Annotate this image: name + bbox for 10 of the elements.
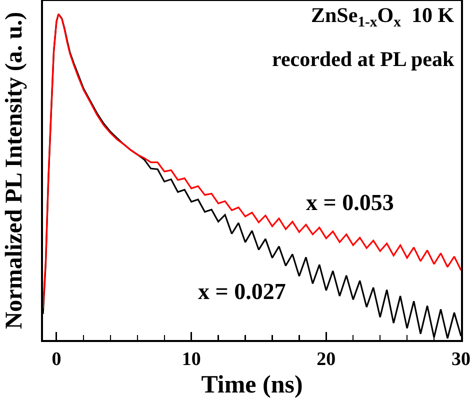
- x-tick-label: 20: [316, 348, 336, 370]
- annotation: recorded at PL peak: [272, 47, 454, 71]
- x-axis-title: Time (ns): [201, 371, 303, 398]
- x-tick-label: 0: [52, 348, 62, 370]
- y-axis-title: Normalized PL Intensity (a. u.): [2, 12, 28, 330]
- x-tick-label: 10: [182, 348, 201, 370]
- annotation: ZnSe$_{1-x}$O$_{x}$ 10 K: [311, 3, 455, 30]
- x-tick-label: 30: [452, 348, 470, 370]
- series-label: x = 0.053: [306, 190, 394, 215]
- series-label: x = 0.027: [198, 279, 286, 304]
